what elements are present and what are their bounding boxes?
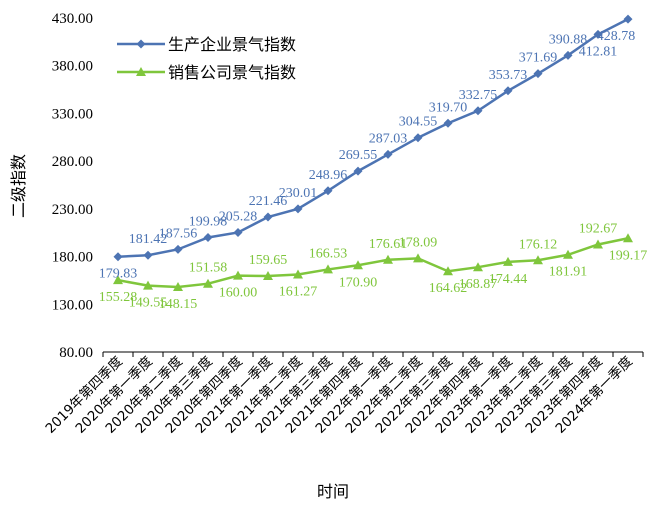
point-production: [383, 149, 393, 159]
data-label-production: 179.83: [99, 267, 138, 282]
point-sales: [563, 249, 573, 259]
point-sales: [353, 260, 363, 270]
point-production: [533, 69, 543, 79]
series-layer: [113, 14, 633, 291]
point-production: [203, 233, 213, 243]
data-label-sales: 176.61: [369, 237, 408, 252]
point-sales: [443, 266, 453, 276]
data-label-production: 248.96: [309, 168, 348, 183]
point-sales: [143, 280, 153, 290]
point-sales: [413, 253, 423, 263]
data-label-sales: 199.17: [609, 248, 648, 263]
point-production: [593, 29, 603, 39]
y-tick-label: 430.00: [52, 11, 93, 27]
data-label-production: 287.03: [369, 131, 408, 146]
point-sales: [113, 275, 123, 285]
data-label-sales: 149.55: [129, 296, 168, 311]
point-sales: [233, 270, 243, 280]
data-label-production: 304.55: [399, 115, 438, 130]
y-tick-label: 230.00: [52, 202, 93, 218]
data-label-sales: 155.28: [99, 290, 138, 305]
data-label-production: 371.69: [519, 51, 558, 66]
data-label-sales: 176.12: [519, 237, 558, 252]
x-axis-ticks: 2019年第四季度2020年第一季度2020年第二季度2020年第三季度2020…: [42, 352, 644, 437]
data-label-sales: 170.90: [339, 275, 378, 290]
y-axis-title: 二级指数: [9, 154, 28, 218]
data-label-production: 230.01: [279, 186, 318, 201]
data-label-sales: 178.09: [399, 235, 438, 250]
legend-marker-sales: [136, 67, 146, 76]
point-production: [623, 14, 633, 24]
data-label-production: 199.98: [189, 215, 228, 230]
point-production: [143, 250, 153, 260]
data-label-production: 412.81: [579, 44, 618, 59]
point-production: [173, 244, 183, 254]
point-production: [353, 166, 363, 176]
y-tick-label: 180.00: [52, 250, 93, 266]
point-sales: [473, 262, 483, 272]
y-tick-label: 280.00: [52, 154, 93, 170]
point-production: [473, 106, 483, 116]
data-label-sales: 181.91: [549, 265, 588, 280]
legend-marker-production: [136, 39, 146, 49]
data-label-sales: 148.15: [159, 297, 198, 312]
data-label-production: 269.55: [339, 148, 378, 163]
legend-label-production: 生产企业景气指数: [168, 35, 296, 54]
data-label-sales: 151.58: [189, 261, 228, 276]
point-sales: [533, 255, 543, 265]
data-label-production: 205.28: [219, 209, 258, 224]
point-production: [293, 204, 303, 214]
data-label-production: 187.56: [159, 226, 198, 241]
point-sales: [503, 256, 513, 266]
point-sales: [263, 270, 273, 280]
point-sales: [293, 269, 303, 279]
legend: 生产企业景气指数 销售公司景气指数: [117, 35, 296, 82]
y-tick-label: 80.00: [59, 345, 93, 361]
point-production: [233, 227, 243, 237]
data-label-sales: 164.62: [429, 281, 468, 296]
data-label-production: 390.88: [549, 32, 588, 47]
legend-label-sales: 销售公司景气指数: [168, 63, 296, 82]
data-label-sales: 174.44: [489, 272, 528, 287]
point-sales: [623, 233, 633, 243]
data-label-production: 332.75: [459, 88, 498, 103]
y-tick-label: 380.00: [52, 59, 93, 75]
y-tick-label: 330.00: [52, 106, 93, 122]
point-production: [413, 133, 423, 143]
point-production: [113, 252, 123, 262]
data-label-production: 428.78: [597, 29, 636, 44]
data-label-production: 319.70: [429, 100, 468, 115]
point-sales: [173, 281, 183, 291]
point-sales: [323, 264, 333, 274]
data-label-production: 353.73: [489, 68, 528, 83]
point-production: [503, 86, 513, 96]
series-line-production: [117, 18, 629, 258]
data-label-sales: 159.65: [249, 253, 288, 268]
point-sales: [593, 239, 603, 249]
data-label-sales: 161.27: [279, 284, 318, 299]
data-label-sales: 168.87: [459, 277, 498, 292]
series-line-sales: [117, 237, 629, 289]
point-production: [323, 186, 333, 196]
data-label-sales: 192.67: [579, 221, 618, 236]
data-label-sales: 160.00: [219, 286, 258, 301]
x-axis-title: 时间: [317, 482, 349, 501]
point-sales: [383, 254, 393, 264]
y-tick-label: 130.00: [52, 297, 93, 313]
point-production: [563, 50, 573, 60]
point-sales: [203, 278, 213, 288]
data-label-production: 181.42: [129, 232, 168, 247]
data-label-production: 221.46: [249, 194, 288, 209]
point-production: [443, 118, 453, 128]
point-production: [263, 212, 273, 222]
data-labels: 179.83 181.42187.56199.98205.28221.46230.…: [99, 29, 648, 312]
data-label-sales: 166.53: [309, 246, 348, 261]
y-axis-ticks: 80.00 130.00 180.00 230.00 280.00 330.00 380.0…: [52, 11, 93, 361]
